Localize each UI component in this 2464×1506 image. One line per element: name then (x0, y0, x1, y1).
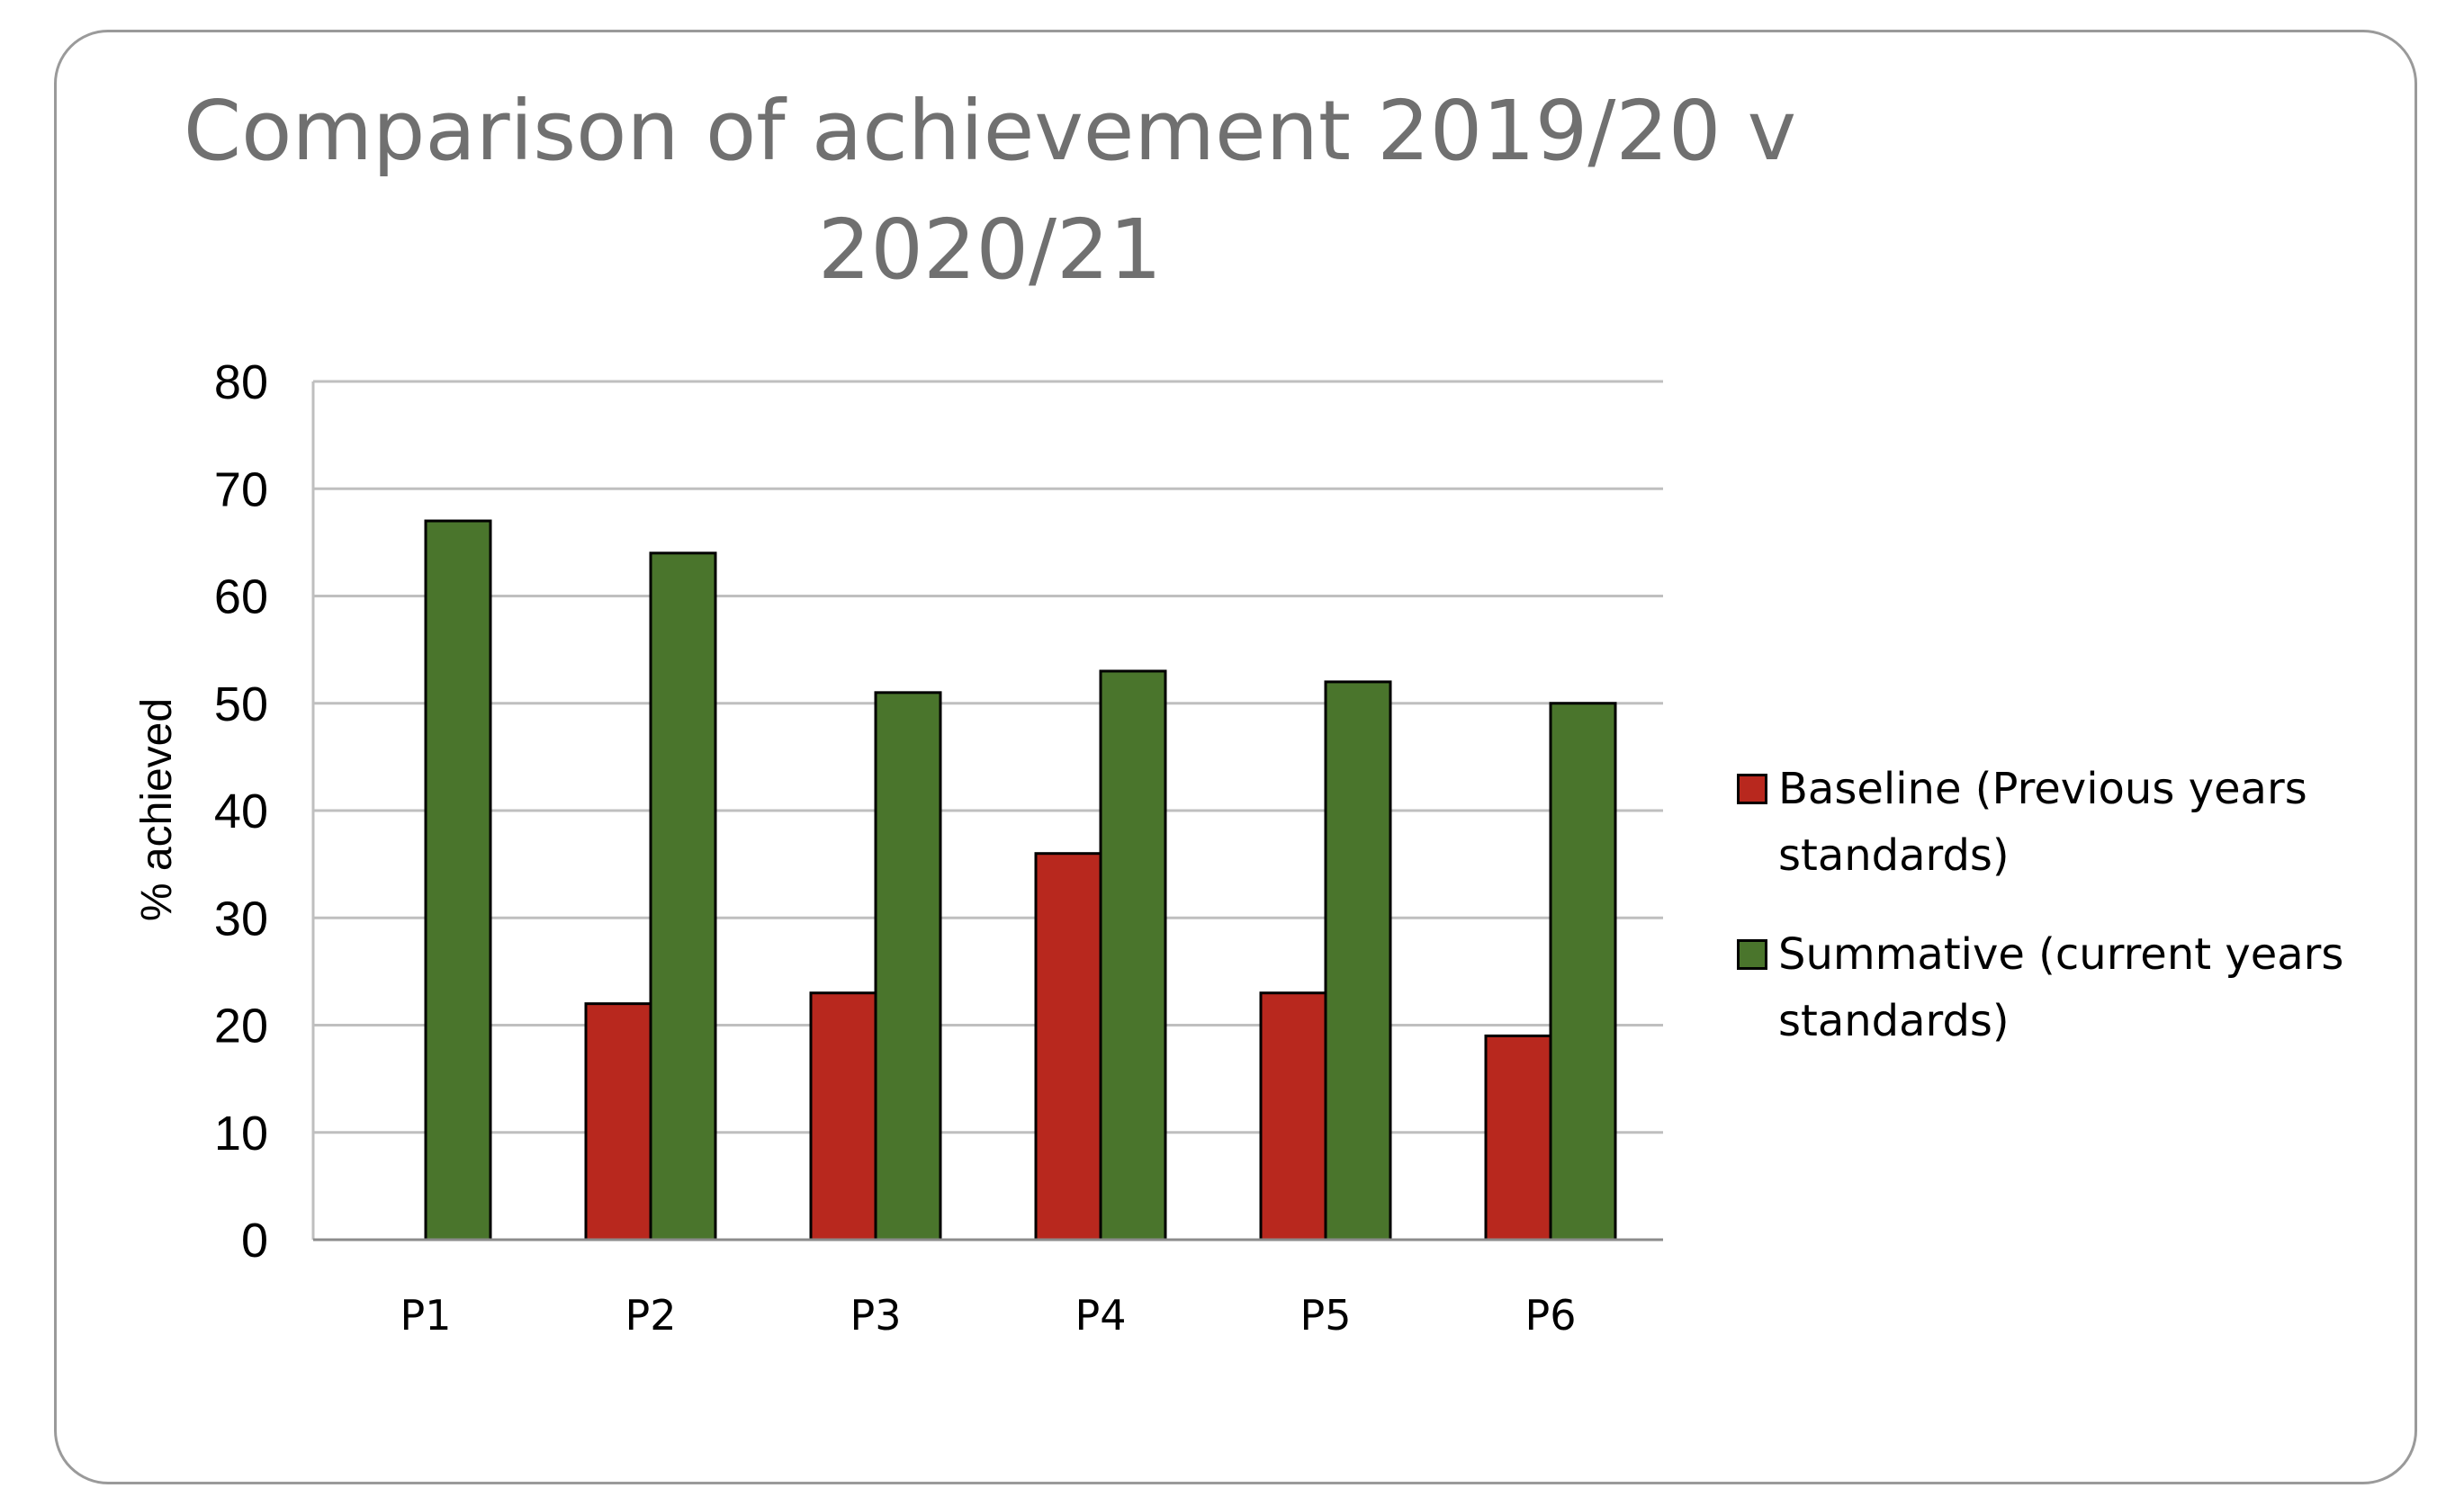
chart-title: Comparison of achievement 2019/20 v 2020… (183, 83, 1797, 298)
y-axis-label: % achieved (133, 698, 181, 921)
y-tick-label: 30 (214, 892, 268, 946)
gridlines (313, 380, 1663, 1134)
bar-summative-p5 (1324, 680, 1392, 1242)
x-tick-label: P5 (1299, 1291, 1351, 1340)
bar-summative-p2 (649, 551, 717, 1242)
bar-baseline-p3 (809, 991, 877, 1242)
y-tick-label: 40 (214, 784, 268, 838)
legend: Baseline (Previous years standards) Summ… (1737, 756, 2421, 1087)
x-tick-label: P6 (1524, 1291, 1576, 1340)
x-tick-label: P1 (400, 1291, 451, 1340)
bar-summative-p4 (1099, 669, 1167, 1242)
legend-swatch-baseline (1737, 774, 1767, 804)
bar-summative-p6 (1549, 702, 1617, 1242)
bar-summative-p3 (874, 691, 942, 1242)
legend-item-summative: Summative (current years standards) (1737, 921, 2421, 1054)
y-tick-label: 20 (214, 1000, 268, 1053)
legend-label-baseline: Baseline (Previous years standards) (1778, 764, 2307, 881)
y-tick-label: 50 (214, 677, 268, 731)
bar-baseline-p6 (1484, 1034, 1552, 1242)
bar-baseline-p5 (1259, 991, 1327, 1242)
bar-baseline-p4 (1034, 852, 1102, 1242)
bar-baseline-p2 (584, 1002, 652, 1242)
legend-label-summative: Summative (current years standards) (1778, 929, 2344, 1046)
x-tick-label: P2 (625, 1291, 676, 1340)
x-tick-label: P3 (850, 1291, 901, 1340)
legend-swatch-summative (1737, 939, 1767, 970)
bars (424, 519, 1617, 1242)
x-tick-label: P4 (1075, 1291, 1126, 1340)
y-tick-label: 80 (214, 355, 268, 409)
y-tick-label: 70 (214, 462, 268, 516)
axes (311, 381, 1663, 1242)
axis-labels: 0 10 20 30 40 50 60 70 80 P1 P2 P3 P4 P5 P6 (214, 355, 1577, 1340)
legend-item-baseline: Baseline (Previous years standards) (1737, 756, 2421, 889)
y-tick-label: 60 (214, 570, 268, 624)
y-tick-label: 0 (241, 1214, 268, 1268)
bar-summative-p1 (424, 519, 492, 1242)
y-tick-label: 10 (214, 1107, 268, 1161)
